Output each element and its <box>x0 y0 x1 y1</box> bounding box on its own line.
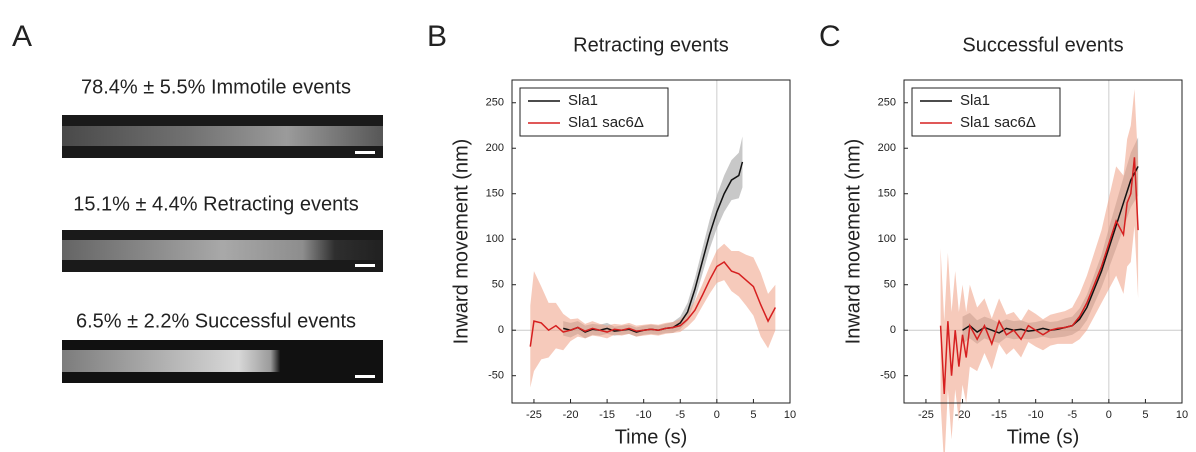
panel-label: B <box>427 20 447 53</box>
x-tick-label: -5 <box>675 409 685 421</box>
legend-label: Sla1 sac6Δ <box>568 114 644 131</box>
line <box>563 161 744 333</box>
x-tick-label: -5 <box>1067 409 1077 421</box>
caption: 15.1% ± 4.4% Retracting events <box>73 193 359 215</box>
y-tick-label: 50 <box>492 279 504 291</box>
x-tick-label: -15 <box>599 409 615 421</box>
caption: 6.5% ± 2.2% Successful events <box>76 310 356 332</box>
scale-bar <box>355 375 375 378</box>
y-tick-label: 100 <box>486 233 504 245</box>
line <box>529 260 777 347</box>
error-band <box>530 243 776 388</box>
x-tick-label: -10 <box>1028 409 1044 421</box>
x-tick-label: -20 <box>955 409 971 421</box>
caption: 78.4% ± 5.5% Immotile events <box>81 76 351 98</box>
kymograph-signal <box>62 350 383 372</box>
chart-title: Retracting events <box>573 34 729 56</box>
kymograph-signal <box>62 240 383 260</box>
plot-frame <box>903 79 1183 404</box>
y-tick-label: 150 <box>878 188 896 200</box>
y-tick-label: 200 <box>878 142 896 154</box>
y-tick-label: 200 <box>486 142 504 154</box>
x-tick-label: 10 <box>784 409 796 421</box>
x-tick-label: 5 <box>750 409 756 421</box>
legend <box>911 87 1061 137</box>
chart-title: Successful events <box>962 34 1123 56</box>
y-axis-label: Inward movement (nm) <box>842 139 864 345</box>
x-tick-label: 0 <box>1106 409 1112 421</box>
x-tick-label: -20 <box>563 409 579 421</box>
y-tick-label: -50 <box>880 370 896 382</box>
y-tick-label: 50 <box>884 279 896 291</box>
y-tick-label: 150 <box>486 188 504 200</box>
scale-bar <box>355 264 375 267</box>
legend-label: Sla1 <box>960 92 990 109</box>
legend-label: Sla1 sac6Δ <box>960 114 1036 131</box>
plot-frame <box>511 79 791 404</box>
y-tick-label: 100 <box>878 233 896 245</box>
x-tick-label: -10 <box>636 409 652 421</box>
x-tick-label: 0 <box>714 409 720 421</box>
error-band <box>563 136 743 339</box>
x-tick-label: 10 <box>1176 409 1188 421</box>
y-tick-label: 0 <box>498 324 504 336</box>
y-tick-label: 250 <box>878 97 896 109</box>
panel-label: A <box>12 20 32 53</box>
kymograph-signal <box>62 126 383 146</box>
y-axis-label: Inward movement (nm) <box>450 139 472 345</box>
x-axis-label: Time (s) <box>615 426 688 448</box>
y-tick-label: 0 <box>890 324 896 336</box>
y-tick-label: -50 <box>488 370 504 382</box>
legend-label: Sla1 <box>568 92 598 109</box>
x-axis-label: Time (s) <box>1007 426 1080 448</box>
y-tick-label: 250 <box>486 97 504 109</box>
legend <box>519 87 669 137</box>
line <box>939 157 1139 394</box>
panel-label: C <box>819 20 841 53</box>
x-tick-label: -25 <box>526 409 542 421</box>
x-tick-label: -25 <box>918 409 934 421</box>
error-band <box>940 89 1139 452</box>
x-tick-label: 5 <box>1142 409 1148 421</box>
x-tick-label: -15 <box>991 409 1007 421</box>
scale-bar <box>355 151 375 154</box>
